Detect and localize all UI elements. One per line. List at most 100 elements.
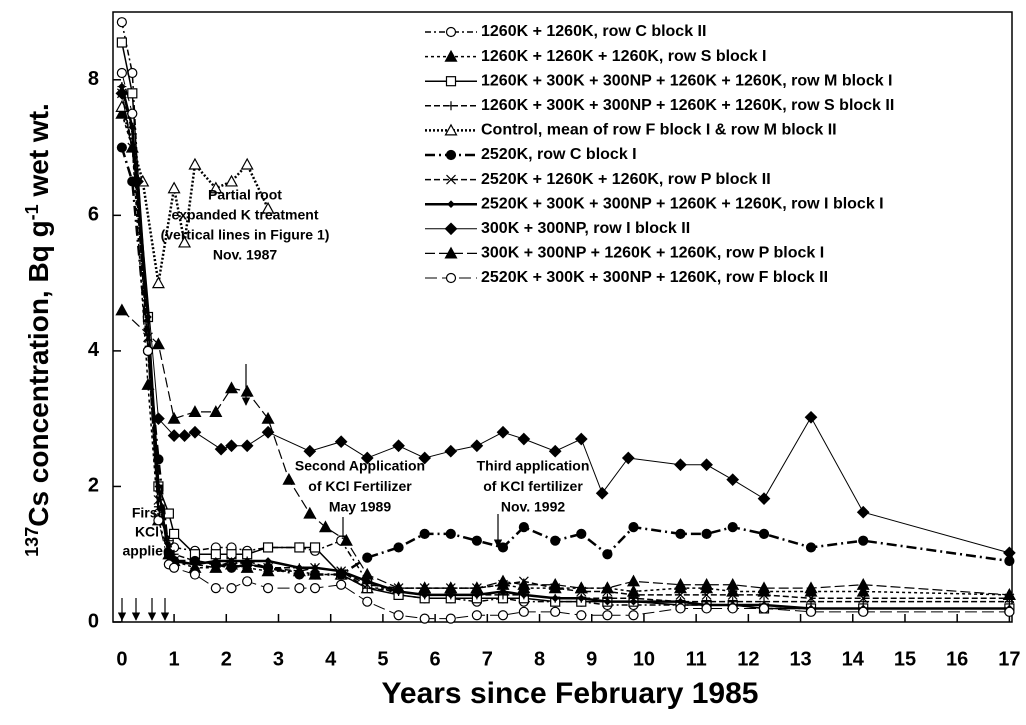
marker	[392, 581, 406, 594]
marker	[576, 528, 587, 539]
marker	[264, 557, 272, 565]
marker	[393, 542, 404, 553]
marker	[577, 594, 586, 603]
marker	[115, 303, 129, 316]
x-tick-label: 16	[946, 648, 968, 670]
marker	[806, 593, 816, 604]
marker	[151, 337, 165, 350]
x-tick-label: 17	[998, 648, 1020, 670]
y-tick-label: 0	[88, 610, 99, 632]
annotation: applied	[122, 543, 171, 559]
marker	[602, 610, 613, 621]
legend-entry: 1260K + 300K + 300NP + 1260K + 1260K, ro…	[425, 72, 893, 89]
marker	[856, 584, 870, 597]
marker	[726, 473, 740, 487]
marker	[447, 200, 455, 209]
marker	[470, 439, 484, 453]
marker	[163, 508, 174, 519]
marker	[574, 581, 588, 594]
marker	[576, 610, 587, 621]
marker	[520, 591, 528, 599]
marker	[621, 451, 635, 465]
marker	[757, 492, 771, 505]
marker	[127, 88, 138, 99]
marker	[1002, 588, 1016, 600]
marker	[362, 552, 373, 563]
y-axis-label: 137Cs concentration, Bq g-1 wet wt.	[22, 103, 54, 557]
marker	[151, 276, 165, 289]
marker	[805, 542, 817, 553]
marker	[603, 597, 612, 606]
marker	[294, 542, 305, 553]
marker	[757, 581, 771, 594]
x-tick-label: 10	[633, 648, 655, 670]
marker	[595, 486, 609, 500]
marker	[418, 581, 432, 594]
x-tick-label: 6	[430, 648, 441, 670]
marker	[700, 458, 713, 472]
x-tick-label: 15	[894, 648, 916, 670]
legend-label: 300K + 300NP + 1260K + 1260K, row P bloc…	[481, 245, 824, 262]
marker	[858, 593, 869, 604]
marker	[470, 581, 484, 594]
marker	[178, 429, 191, 442]
marker	[309, 583, 321, 594]
annotation: (vertical lines in Figure 1)	[161, 227, 330, 243]
line	[120, 106, 270, 284]
marker	[727, 589, 738, 600]
y-label-superscript: -1	[22, 204, 42, 220]
marker	[210, 583, 221, 594]
marker	[243, 557, 252, 565]
legend-label: 2520K + 300K + 300NP + 1260K, row F bloc…	[481, 269, 828, 286]
marker	[444, 444, 458, 458]
line	[121, 93, 1010, 600]
marker	[602, 549, 613, 560]
plot-frame	[112, 11, 1013, 623]
marker	[294, 583, 305, 594]
marker	[497, 610, 509, 621]
series	[115, 100, 275, 289]
y-tick-label: 4	[88, 339, 100, 361]
legend-entry: 1260K + 300K + 300NP + 1260K + 1260K, ro…	[425, 97, 894, 114]
legend-entry: 2520K, row C block I	[425, 146, 637, 163]
marker	[548, 577, 562, 590]
marker	[701, 528, 712, 539]
legend-label: 1260K + 1260K + 1260K, row S block I	[481, 48, 767, 65]
marker	[188, 425, 202, 439]
marker	[473, 591, 481, 599]
marker	[600, 581, 614, 594]
y-tick-label: 8	[88, 68, 99, 90]
marker	[726, 584, 740, 597]
marker	[496, 425, 510, 439]
x-tick-label: 12	[737, 648, 759, 670]
marker	[362, 596, 373, 607]
marker	[240, 439, 254, 453]
marker	[418, 451, 432, 465]
annotation: Nov. 1987	[213, 247, 278, 263]
marker	[444, 222, 458, 236]
x-tick-label: 1	[169, 648, 180, 670]
marker	[318, 520, 332, 533]
marker	[392, 439, 405, 453]
marker	[209, 181, 223, 194]
marker	[444, 581, 458, 594]
marker	[240, 157, 254, 170]
marker	[758, 603, 770, 614]
marker	[496, 574, 510, 587]
legend-label: 1260K + 300K + 300NP + 1260K + 1260K, ro…	[481, 72, 893, 89]
marker	[446, 591, 455, 599]
line	[120, 86, 1010, 610]
marker	[1004, 606, 1015, 617]
marker	[499, 587, 507, 596]
series	[115, 86, 1016, 560]
annotation: KCl	[135, 524, 159, 540]
legend-label: 1260K + 300K + 300NP + 1260K + 1260K, ro…	[481, 97, 894, 114]
marker	[419, 613, 430, 624]
marker	[227, 557, 236, 565]
marker	[856, 505, 870, 519]
marker	[701, 589, 712, 600]
marker	[674, 458, 687, 472]
marker	[444, 246, 458, 259]
marker	[804, 581, 818, 594]
